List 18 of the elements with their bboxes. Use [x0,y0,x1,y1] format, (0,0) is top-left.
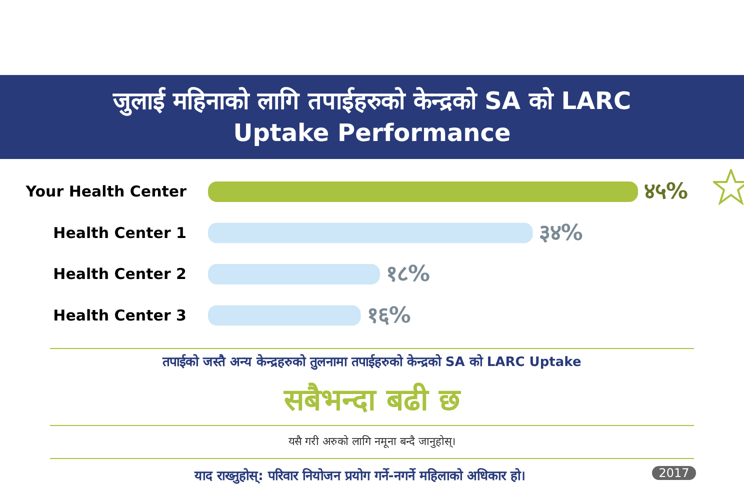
y-tick-label: Your Health Center [24,182,188,201]
data-label: १६% [366,303,411,328]
y-tick-label: Health Center 1 [53,224,186,242]
chart-title: जुलाई महिनाको लागि तपाईहरुको केन्द्रको SA को LARC Uptake Performance [112,86,632,149]
data-label: ४५% [644,180,688,205]
text: तपाईको जस्तै अन्य केन्द्रहरुको तुलनामा तपाईहरुको केन्द्रको SA को LARC Uptake [161,353,582,370]
text: सबैभन्दा बढी छ [282,382,462,419]
text: यसै गरी अरुको लागि नमूना बन्दै जानुहोस्। [288,434,456,448]
bar [208,222,533,244]
bar [208,181,638,202]
data-label: १८% [386,262,430,288]
text: याद राख्नुहोस्: परिवार नियोजन प्रयोग गर्ने-नगर्ने महिलाको अधिकार हो। [193,467,526,484]
y-tick-label: Health Center 3 [53,306,186,324]
text: 2017 [652,466,696,480]
bar [208,305,361,326]
y-tick-label: Health Center 2 [53,265,186,284]
data-label: ३४% [538,220,583,246]
bar [208,264,380,284]
